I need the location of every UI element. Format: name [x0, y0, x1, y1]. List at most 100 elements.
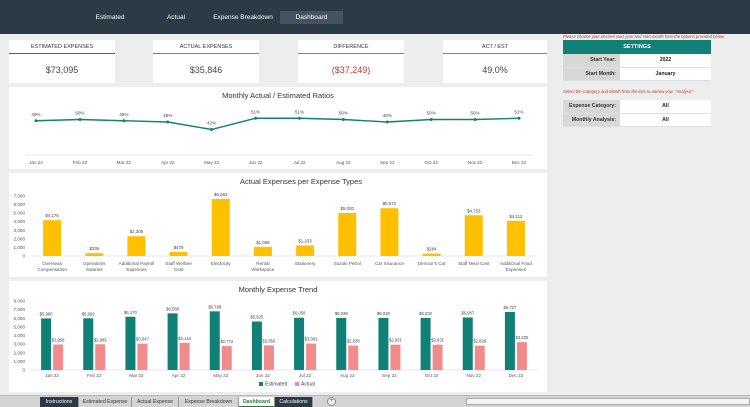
sheet-tab-calculations[interactable]: Calculations: [275, 397, 313, 407]
expense-types-bar-chart: Actual Expenses per Expense Types 0 1,000 2…: [14, 177, 537, 272]
sheet-tab-instructions[interactable]: Instructions: [40, 397, 79, 407]
y-tick-label: 0: [22, 368, 25, 373]
chart-title: Monthly Actual / Estimated Ratios: [222, 91, 334, 100]
bar-data-label: $1,233: [298, 238, 312, 243]
bar-data-label: $2,772: [220, 339, 233, 344]
y-tick-label: 6,000: [14, 202, 26, 207]
x-tick-label: Electricity: [211, 261, 231, 266]
sheet-tab-bar: Instructions Estimated Expense Actual Ex…: [0, 395, 750, 407]
kpi-actual-expenses: ACTUAL EXPENSES $35,846: [153, 40, 259, 83]
bar-data-label: $5,980: [40, 311, 53, 316]
ratio-data-label: 50%: [470, 111, 479, 116]
x-tick-label: Car Insurance: [375, 261, 404, 266]
x-tick-label: Aug 22: [340, 373, 355, 378]
horizontal-scrollbar[interactable]: [466, 398, 750, 405]
x-tick-label: Staff Welfare Cost: [165, 261, 192, 272]
expense-types-chart-panel: Actual Expenses per Expense Types 0 1,000 2…: [9, 173, 547, 277]
kpi-accent-line: [153, 53, 259, 55]
x-tick-label: Jun 22: [249, 160, 263, 165]
expense-bar: [253, 246, 272, 256]
actual-bar: [137, 343, 148, 370]
actual-bar: [516, 342, 527, 370]
y-tick-label: 7,000: [14, 194, 26, 199]
x-tick-label: Sep 22: [382, 373, 397, 378]
y-tick-label: 4,000: [14, 333, 26, 338]
x-tick-label: Dec 22: [512, 160, 527, 165]
x-tick-label: Nov 22: [466, 373, 481, 378]
x-tick-label: Staff Meal Cost: [458, 261, 490, 266]
bar-data-label: $3,235: [516, 335, 529, 340]
actual-bar: [348, 345, 359, 370]
kpi-accent-line: [9, 53, 115, 55]
estimated-bar: [251, 321, 262, 370]
nav-tab-estimated[interactable]: Estimated: [95, 14, 125, 21]
y-tick-label: 7,000: [14, 307, 26, 312]
x-tick-label: Additional Food Expenses: [500, 261, 532, 272]
sheet-tab-estimated-expense[interactable]: Estimated Expense: [79, 397, 132, 407]
add-sheet-button[interactable]: +: [327, 397, 336, 406]
actual-bar: [432, 344, 443, 370]
bar-data-label: $1,068: [256, 240, 270, 245]
bar-data-label: $2,931: [389, 338, 402, 343]
start-year-select[interactable]: 2022: [620, 54, 711, 67]
ratio-point: [254, 116, 258, 120]
expense-bar: [296, 245, 315, 256]
estimated-bar: [504, 311, 515, 370]
setting-key: Monthly Analysis:: [563, 113, 620, 126]
y-tick-label: 3,000: [14, 342, 26, 347]
bar-data-label: $6,038: [335, 311, 348, 316]
nav-tab-actual[interactable]: Actual: [166, 14, 186, 21]
x-tick-label: Apr 22: [172, 373, 186, 378]
x-tick-label: Rental Workspace: [251, 261, 274, 272]
bar-data-label: $284: [427, 247, 437, 252]
bar-data-label: $4,176: [45, 213, 59, 218]
ratio-point: [122, 119, 126, 123]
kpi-value: $73,095: [45, 65, 79, 75]
expense-category-select[interactable]: All: [620, 100, 711, 113]
start-month-select[interactable]: January: [620, 67, 711, 80]
setting-monthly-analysis: Monthly Analysis: All: [563, 113, 711, 127]
estimated-bar: [462, 317, 473, 370]
setting-key: Start Year:: [563, 54, 620, 67]
ratio-point: [210, 128, 214, 131]
bar-data-label: $479: [174, 245, 184, 250]
actual-bar: [263, 345, 274, 370]
y-tick-label: 0: [22, 254, 25, 259]
setting-start-month: Start Month: January: [563, 67, 711, 81]
setting-key: Expense Category:: [563, 100, 620, 113]
sheet-tab-actual-expense[interactable]: Actual Expense: [132, 397, 179, 407]
expense-bar: [422, 253, 441, 256]
setting-start-year: Start Year: 2022: [563, 54, 711, 68]
y-tick-label: 5,000: [14, 211, 26, 216]
expense-bar: [85, 253, 104, 256]
ratio-point: [78, 118, 82, 121]
sheet-tab-dashboard[interactable]: Dashboard: [239, 397, 275, 407]
x-tick-label: Nov 22: [468, 160, 483, 165]
bar-data-label: $5,625: [251, 314, 264, 319]
nav-tab-expense-breakdown[interactable]: Expense Breakdown: [213, 14, 273, 21]
bar-data-label: $6,727: [504, 305, 517, 310]
sheet-tab-expense-breakdown[interactable]: Expense Breakdown: [179, 397, 239, 407]
x-tick-label: Director's Car: [418, 261, 446, 266]
x-tick-label: Mar 22: [129, 373, 144, 378]
kpi-accent-line: [443, 53, 547, 55]
legend-swatch: [259, 382, 263, 386]
expense-bar: [127, 236, 146, 256]
ratio-point: [34, 119, 38, 123]
kpi-label: ESTIMATED EXPENSES: [30, 44, 94, 50]
kpi-value: $35,846: [189, 65, 223, 75]
legend-label: Actual: [301, 382, 315, 388]
nav-tab-dashboard[interactable]: Dashboard: [280, 11, 343, 24]
x-tick-label: Oct 22: [424, 160, 438, 165]
expense-trend-bar-chart: Monthly Expense Trend 0 1,000 2,000 3,000 4,0…: [14, 285, 537, 388]
ratio-point: [166, 120, 170, 124]
bar-data-label: $2,958: [52, 337, 65, 342]
x-tick-label: Apr 22: [161, 160, 175, 165]
monthly-analysis-select[interactable]: All: [620, 113, 711, 126]
setting-expense-category: Expense Category: All: [563, 100, 711, 114]
ratio-line-chart: Monthly Actual / Estimated Ratios 49% Jan …: [25, 91, 533, 165]
bar-data-label: $6,087: [461, 310, 474, 315]
kpi-act-est: ACT / EST 49.0%: [443, 40, 547, 83]
actual-bar: [306, 343, 317, 370]
x-tick-label: Aug 22: [336, 160, 351, 165]
